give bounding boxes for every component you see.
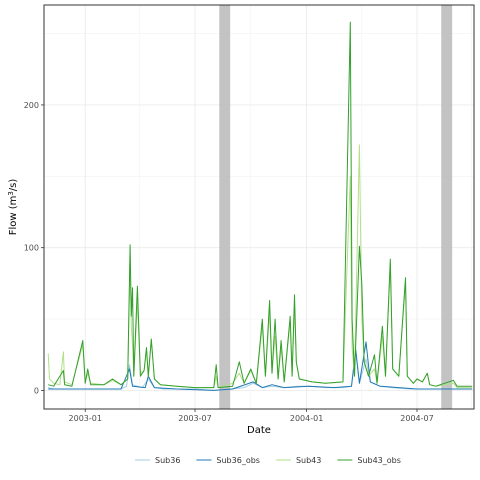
x-tick-label: 2004-01 [290,414,323,423]
y-tick-label: 0 [34,386,39,395]
x-tick-label: 2003-01 [69,414,102,423]
shaded-period [219,5,231,409]
y-tick-label: 200 [24,101,39,110]
shaded-period [441,5,453,409]
plot-area [44,5,474,409]
y-axis-ticks: 0 100 200 [24,101,44,395]
y-axis-title: Flow (m3/s) [7,179,19,236]
legend-label: Sub36 [155,456,180,465]
series-lines [47,21,473,391]
legend-label: Sub43_obs [357,456,401,465]
legend-label: Sub36_obs [216,456,260,465]
x-axis-title: Date [247,425,271,436]
legend-label: Sub43 [296,456,321,465]
y-tick-label: 100 [24,244,39,253]
legend: Sub36 Sub36_obs Sub43 Sub43_obs [135,456,401,465]
x-tick-label: 2004-07 [400,414,433,423]
plot-background [44,5,474,409]
series-line-sub43-obs [48,21,473,389]
shaded-periods [219,5,453,409]
x-tick-label: 2003-07 [178,414,211,423]
gridlines [44,5,474,409]
panel-border [43,4,475,410]
series-line-sub36-obs [48,341,473,391]
x-axis-ticks: 2003-01 2003-07 2004-01 2004-07 [69,409,434,423]
